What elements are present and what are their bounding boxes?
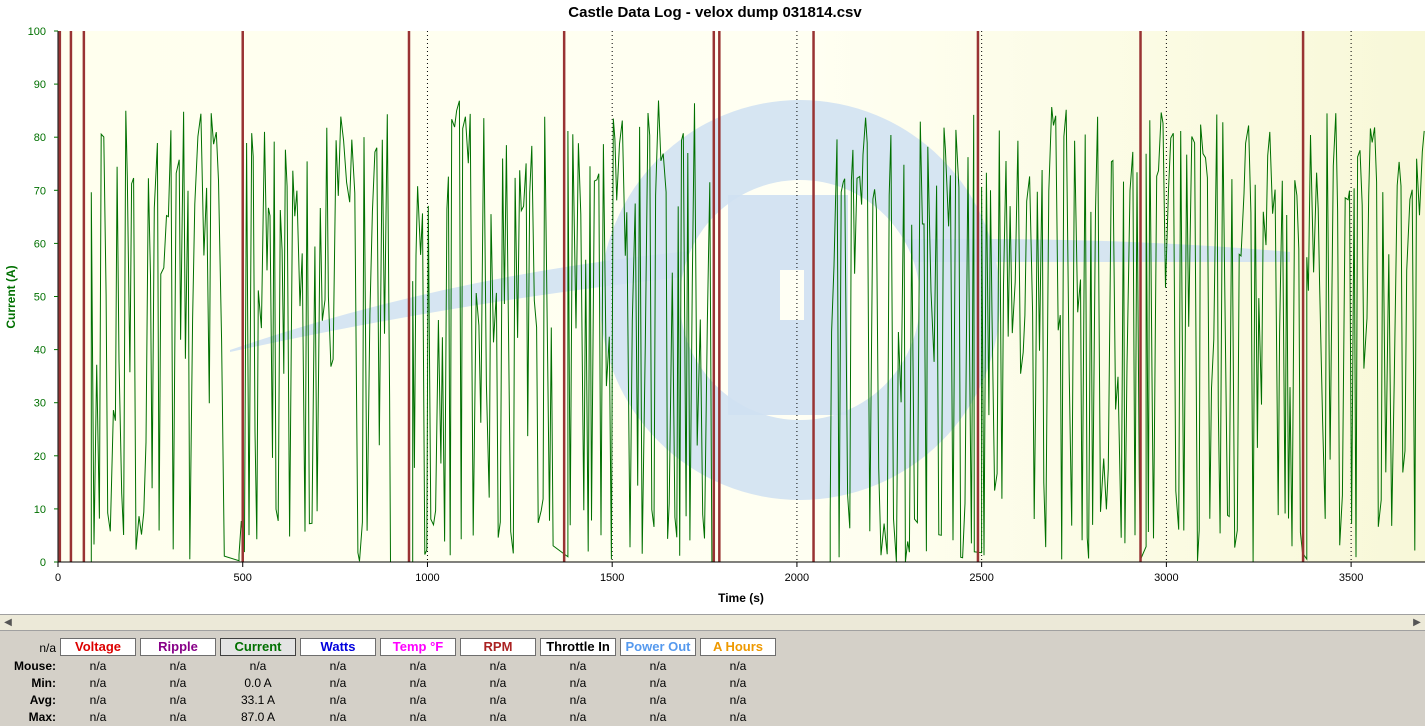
chart-title: Castle Data Log - velox dump 031814.csv [568,4,862,21]
legend-button-power-out[interactable]: Power Out [620,638,696,656]
stats-value: n/a [169,693,187,707]
x-tick-label: 500 [234,572,252,584]
x-tick-label: 0 [55,572,61,584]
legend-button-ripple[interactable]: Ripple [140,638,216,656]
x-tick-label: 3000 [1154,572,1178,584]
y-tick-label: 90 [34,79,46,91]
scroll-left-arrow-icon[interactable]: ◀ [4,617,12,628]
stats-value: n/a [89,676,107,690]
stats-value: n/a [569,693,587,707]
horizontal-scrollbar[interactable]: ◀ ▶ [0,614,1425,631]
stats-value: n/a [409,659,427,673]
stats-value: n/a [489,693,507,707]
stats-value: n/a [329,710,347,724]
grid-lines [426,31,1352,562]
stats-value: n/a [569,676,587,690]
stats-value: n/a [89,659,107,673]
stats-value: n/a [649,659,667,673]
stats-value: n/a [489,676,507,690]
y-tick-label: 0 [40,557,46,569]
y-tick-label: 30 [34,398,46,410]
stats-value: n/a [329,659,347,673]
stats-value: n/a [89,710,107,724]
x-tick-label: 1000 [415,572,439,584]
castle-logo-watermark [230,100,1290,500]
current-series [58,100,1425,563]
legend-button-watts[interactable]: Watts [300,638,376,656]
stats-value: n/a [729,710,747,724]
stats-value: n/a [329,693,347,707]
x-tick-label: 2500 [969,572,993,584]
stats-value: n/a [729,676,747,690]
stats-value: n/a [169,659,187,673]
stats-row-label: Avg: [29,693,56,707]
y-tick-label: 60 [34,238,46,250]
legend-button-voltage[interactable]: Voltage [60,638,136,656]
stats-value: n/a [169,676,187,690]
stats-row-label: Min: [31,676,56,690]
x-tick-label: 2000 [785,572,809,584]
x-ticks: 0 500 1000 1500 2000 2500 3000 3500 [55,562,1363,584]
stats-value: n/a [409,710,427,724]
stats-value: n/a [649,693,667,707]
stats-value: 87.0 A [240,710,276,724]
stats-value: n/a [169,710,187,724]
stats-value: n/a [649,676,667,690]
stats-value: n/a [329,676,347,690]
stats-value: n/a [569,659,587,673]
y-tick-label: 10 [34,504,46,516]
scroll-right-arrow-icon[interactable]: ▶ [1413,617,1421,628]
stats-value: n/a [89,693,107,707]
y-tick-label: 20 [34,451,46,463]
stats-value: n/a [409,676,427,690]
y-axis-label: Current (A) [4,265,18,328]
legend-button-temp-f[interactable]: Temp °F [380,638,456,656]
stats-value: n/a [409,693,427,707]
stats-value: n/a [649,710,667,724]
legend-button-current[interactable]: Current [220,638,296,656]
stats-value: 33.1 A [240,693,276,707]
marker-lines [58,31,1305,562]
x-tick-label: 1500 [600,572,624,584]
stats-value: n/a [729,693,747,707]
y-ticks: 0 10 20 30 40 50 60 70 80 90 100 [28,26,58,569]
stats-panel: n/a Voltage Ripple Current Watts Temp °F RPM T… [0,631,1425,726]
legend-button-a-hours[interactable]: A Hours [700,638,776,656]
watermark-tower-door [780,270,804,320]
stats-value: n/a [489,659,507,673]
current-line [58,100,1425,563]
legend-button-throttle-in[interactable]: Throttle In [540,638,616,656]
x-tick-label: 3500 [1339,572,1363,584]
chart-area[interactable]: Castle Data Log - velox dump 031814.csv … [0,0,1425,614]
current-chart[interactable]: Castle Data Log - velox dump 031814.csv … [0,0,1425,614]
stats-row-label: Max: [28,710,56,724]
legend-button-rpm[interactable]: RPM [460,638,536,656]
x-axis-label: Time (s) [718,591,764,605]
y-tick-label: 80 [34,132,46,144]
y-tick-label: 70 [34,185,46,197]
stats-value: n/a [569,710,587,724]
y-tick-label: 100 [28,26,46,38]
y-tick-label: 50 [34,292,46,304]
corner-value: n/a [39,641,56,655]
stats-value: n/a [729,659,747,673]
stats-value: 0.0 A [244,676,272,690]
stats-value: n/a [249,659,267,673]
stats-row-label: Mouse: [14,659,56,673]
stats-value: n/a [489,710,507,724]
y-tick-label: 40 [34,345,46,357]
